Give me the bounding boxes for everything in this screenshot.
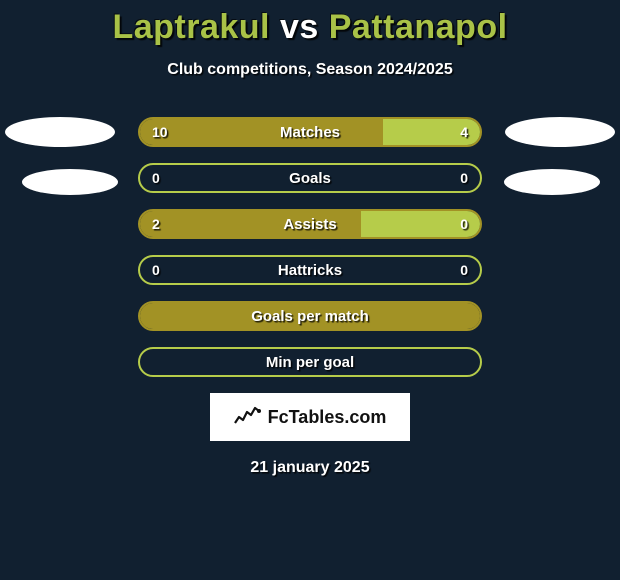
bar-label: Assists [140,211,480,237]
bar-label: Hattricks [140,257,480,283]
player2-club-placeholder [504,169,600,195]
player1-club-placeholder [22,169,118,195]
logo-wave-icon [234,405,262,430]
right-photo-column [500,117,620,195]
bar-label: Goals per match [140,303,480,329]
comparison-title: Laptrakul vs Pattanapol [0,0,620,47]
stat-bar: 104Matches [138,117,482,147]
player2-photo-placeholder [505,117,615,147]
comparison-body: 104Matches 00Goals 20Assists 00Hattricks Goa… [0,117,620,477]
logo-text: FcTables.com [268,407,387,428]
stat-bar: 20Assists [138,209,482,239]
subtitle: Club competitions, Season 2024/2025 [0,61,620,79]
bar-label: Min per goal [140,349,480,375]
player1-photo-placeholder [5,117,115,147]
vs-text: vs [280,8,319,46]
stat-bar: Min per goal [138,347,482,377]
snapshot-date: 21 january 2025 [0,459,620,477]
stat-bar: 00Hattricks [138,255,482,285]
player2-name: Pattanapol [329,8,508,46]
player1-name: Laptrakul [112,8,270,46]
fctables-logo: FcTables.com [210,393,410,441]
stat-bars: 104Matches 00Goals 20Assists 00Hattricks Goa… [138,117,482,377]
stat-bar: 00Goals [138,163,482,193]
bar-label: Matches [140,119,480,145]
stat-bar: Goals per match [138,301,482,331]
bar-label: Goals [140,165,480,191]
left-photo-column [0,117,120,195]
